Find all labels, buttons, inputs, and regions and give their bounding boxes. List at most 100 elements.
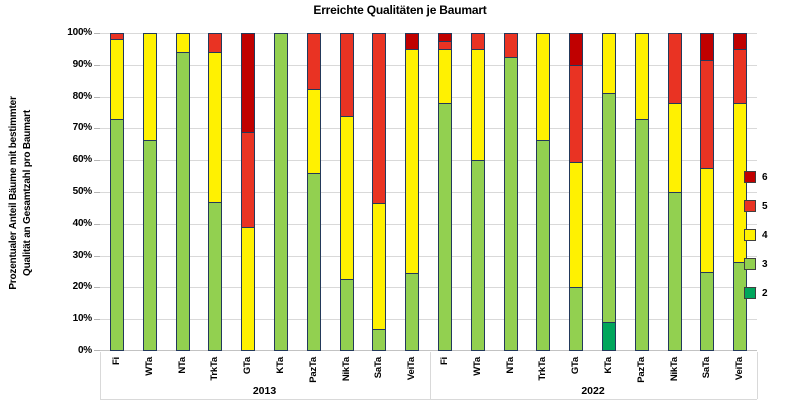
bar-segment-quality-3 <box>438 102 452 351</box>
bar-NTa <box>503 33 518 351</box>
bar-NikTa <box>339 33 354 351</box>
y-tick-mark <box>94 64 100 66</box>
bar-segment-quality-4 <box>405 48 420 275</box>
bar-segment-quality-5 <box>372 33 387 205</box>
bar-segment-quality-6 <box>241 33 256 133</box>
bar-segment-quality-3 <box>372 328 387 351</box>
gridline <box>100 223 757 225</box>
y-tick-label: 90% <box>72 58 93 70</box>
bar-segment-quality-5 <box>700 60 715 170</box>
legend-item-4: 4 <box>744 229 774 242</box>
bar-KTa <box>602 33 616 351</box>
gridline <box>100 64 757 66</box>
legend-swatch-2 <box>744 287 756 299</box>
bar-GTa <box>569 33 584 351</box>
y-tick-label: 0% <box>77 345 92 356</box>
gridline <box>100 33 757 34</box>
bar-segment-quality-5 <box>438 40 452 50</box>
bar-segment-quality-5 <box>569 64 584 163</box>
bar-segment-quality-5 <box>306 33 321 90</box>
y-tick-label: 60% <box>72 154 93 166</box>
x-tick-label-Fi: Fi <box>111 357 122 366</box>
bar-segment-quality-3 <box>602 93 616 324</box>
bar-segment-quality-6 <box>405 33 420 50</box>
bar-PazTa <box>306 33 321 351</box>
legend-swatch-4 <box>744 229 756 241</box>
x-tick-label-VeiTa: VeiTa <box>406 357 418 381</box>
bar-segment-quality-3 <box>274 33 288 351</box>
y-tick-mark <box>94 255 100 257</box>
bar-segment-quality-3 <box>142 139 157 351</box>
y-tick-mark <box>94 160 100 162</box>
bar-Fi <box>110 33 124 351</box>
bar-segment-quality-6 <box>438 33 452 42</box>
bar-KTa <box>274 33 288 351</box>
bar-segment-quality-3 <box>503 56 518 351</box>
category-axis-separator-0 <box>99 352 101 399</box>
bar-segment-quality-4 <box>208 52 223 203</box>
y-tick-mark <box>94 33 100 34</box>
legend-swatch-6 <box>744 171 756 183</box>
bar-segment-quality-6 <box>700 33 715 62</box>
x-tick-label-SaTa: SaTa <box>373 357 385 379</box>
bar-NTa <box>175 33 190 351</box>
x-tick-label-NTa: NTa <box>176 357 188 374</box>
bar-WTa <box>470 33 485 351</box>
x-tick-label-SaTa: SaTa <box>701 357 713 379</box>
chart-title: Erreichte Qualitäten je Baumart <box>313 3 487 17</box>
y-tick-label: 40% <box>72 217 93 229</box>
y-tick-label: 20% <box>72 281 93 293</box>
plot-area <box>94 33 757 351</box>
y-tick-mark <box>94 319 100 321</box>
bar-segment-quality-4 <box>667 102 682 193</box>
x-tick-label-WTa: WTa <box>471 357 483 376</box>
bar-VeiTa <box>405 33 420 351</box>
gridline <box>100 160 757 162</box>
x-axis-line <box>100 350 757 351</box>
bar-segment-quality-3 <box>339 279 354 351</box>
group-label-2022: 2022 <box>581 385 605 397</box>
y-tick-label: 100% <box>67 27 92 38</box>
y-axis-title-line2: Qualität an Gesamtzahl pro Baumart <box>22 109 33 277</box>
bar-segment-quality-4 <box>602 33 616 95</box>
bar-segment-quality-4 <box>142 33 157 141</box>
gridline <box>100 287 757 289</box>
bar-segment-quality-3 <box>733 261 748 351</box>
bar-segment-quality-4 <box>470 48 485 162</box>
legend-item-2: 2 <box>744 287 774 300</box>
y-tick-label: 50% <box>72 186 93 197</box>
bar-segment-quality-4 <box>372 203 387 330</box>
bar-segment-quality-3 <box>667 192 682 351</box>
category-axis-separator-1 <box>429 352 431 399</box>
bar-segment-quality-4 <box>634 33 649 120</box>
bar-SaTa <box>372 33 387 351</box>
y-axis-title: Prozentualer Anteil Bäume mit bestimmter… <box>7 28 37 358</box>
bar-segment-quality-3 <box>208 201 223 351</box>
legend-item-5: 5 <box>744 200 774 213</box>
category-axis-bottom-line <box>99 399 757 400</box>
bar-segment-quality-6 <box>733 33 748 50</box>
y-tick-mark <box>94 192 100 193</box>
x-tick-label-Fi: Fi <box>439 357 450 366</box>
bar-segment-quality-3 <box>536 139 551 351</box>
bar-SaTa <box>700 33 715 351</box>
bar-segment-quality-3 <box>470 160 485 351</box>
bar-segment-quality-4 <box>241 226 256 351</box>
bar-segment-quality-4 <box>175 33 190 54</box>
category-axis-separator-2 <box>756 352 758 399</box>
bar-segment-quality-4 <box>110 39 124 120</box>
group-label-2013: 2013 <box>252 385 277 397</box>
bar-segment-quality-4 <box>438 48 452 104</box>
y-tick-label: 10% <box>72 313 93 325</box>
bar-segment-quality-3 <box>405 273 420 351</box>
bar-segment-quality-5 <box>733 48 748 104</box>
gridline <box>100 128 757 130</box>
legend-label-3: 3 <box>762 259 768 270</box>
x-tick-label-VeiTa: VeiTa <box>734 357 746 381</box>
bar-WTa <box>142 33 157 351</box>
bar-segment-quality-5 <box>339 33 354 117</box>
y-axis-title-line1: Prozentualer Anteil Bäume mit bestimmter <box>8 96 19 290</box>
y-tick-label: 80% <box>72 90 93 102</box>
legend-swatch-3 <box>744 258 756 270</box>
